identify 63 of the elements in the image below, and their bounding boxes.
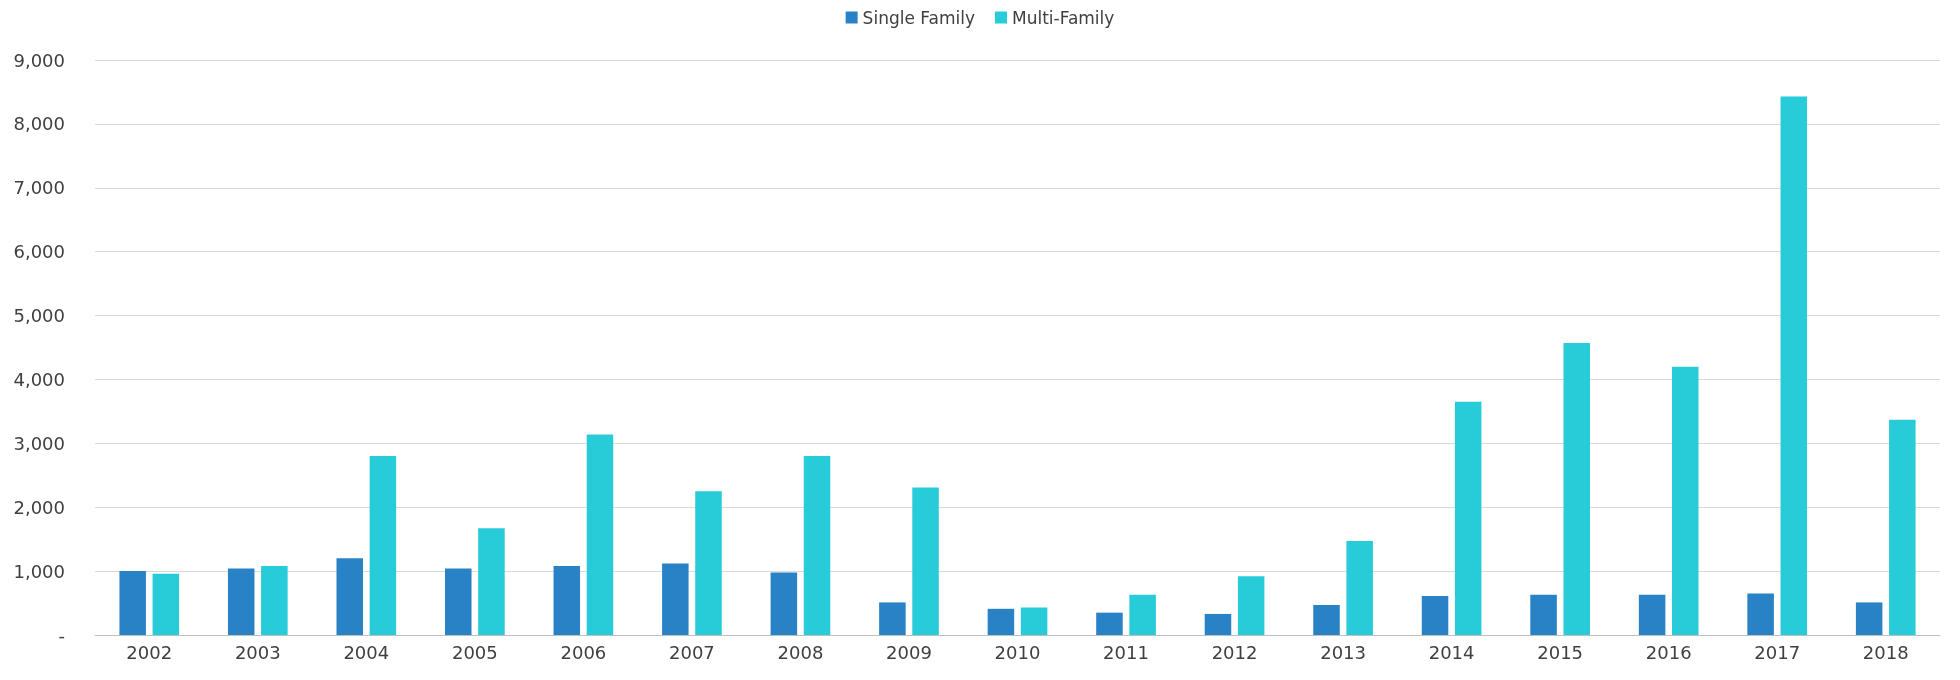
bar: [369, 456, 397, 635]
y-tick-label: 3,000: [13, 432, 65, 454]
x-tick-label: 2010: [994, 641, 1041, 663]
bar: [1747, 593, 1774, 635]
bar: [1421, 596, 1449, 635]
bar: [879, 602, 906, 635]
x-tick-label: 2017: [1754, 641, 1801, 663]
bar: [1237, 576, 1265, 635]
bar: [1204, 613, 1232, 635]
x-tick-label: 2007: [669, 641, 715, 663]
bar: [1889, 419, 1916, 635]
x-tick-label: 2005: [451, 641, 498, 663]
y-tick-label: 5,000: [13, 305, 65, 327]
y-tick-label: -: [58, 624, 65, 646]
x-tick-label: 2016: [1645, 641, 1692, 663]
bar: [119, 571, 146, 635]
bar: [1454, 401, 1482, 635]
bar: [553, 566, 581, 635]
bar: [1563, 343, 1590, 635]
y-tick-label: 4,000: [13, 368, 65, 390]
bar: [227, 568, 255, 635]
bar: [336, 558, 364, 635]
x-tick-label: 2015: [1537, 641, 1584, 663]
bar: [1530, 594, 1557, 635]
bar: [445, 568, 472, 635]
y-tick-label: 7,000: [13, 177, 65, 199]
bar: [1096, 612, 1123, 635]
x-tick-label: 2018: [1862, 641, 1909, 663]
bar: [912, 487, 939, 635]
y-tick-label: 6,000: [13, 241, 65, 263]
y-tick-label: 2,000: [13, 496, 65, 518]
y-tick-label: 9,000: [13, 49, 65, 71]
bar: [662, 563, 689, 635]
y-tick-label: 8,000: [13, 113, 65, 135]
bar: [1346, 541, 1373, 635]
bar: [803, 456, 831, 635]
bar: [261, 566, 288, 635]
legend-label: Multi-Family: [1011, 7, 1115, 28]
x-tick-label: 2014: [1428, 641, 1475, 663]
bar: [1671, 366, 1699, 635]
bar: [1020, 607, 1048, 635]
x-tick-label: 2011: [1103, 641, 1149, 663]
x-tick-label: 2008: [777, 641, 824, 663]
legend-label: Single Family: [862, 7, 975, 28]
x-tick-label: 2013: [1320, 641, 1366, 663]
x-tick-label: 2003: [234, 641, 281, 663]
x-tick-label: 2006: [560, 641, 607, 663]
bar: [1638, 594, 1666, 635]
x-tick-label: 2009: [886, 641, 932, 663]
bar: [770, 572, 798, 635]
bar: [1129, 594, 1156, 635]
x-tick-label: 2002: [126, 641, 173, 663]
y-tick-label: 1,000: [13, 560, 65, 582]
bar: [586, 434, 614, 635]
bar: [478, 528, 505, 635]
bar: [987, 608, 1015, 635]
x-tick-label: 2012: [1211, 641, 1258, 663]
bar: [1313, 604, 1340, 635]
x-tick-label: 2004: [343, 641, 390, 663]
bar: [1780, 96, 1808, 635]
bar: [152, 573, 180, 635]
bar: [695, 491, 722, 635]
bar: [1855, 602, 1883, 635]
